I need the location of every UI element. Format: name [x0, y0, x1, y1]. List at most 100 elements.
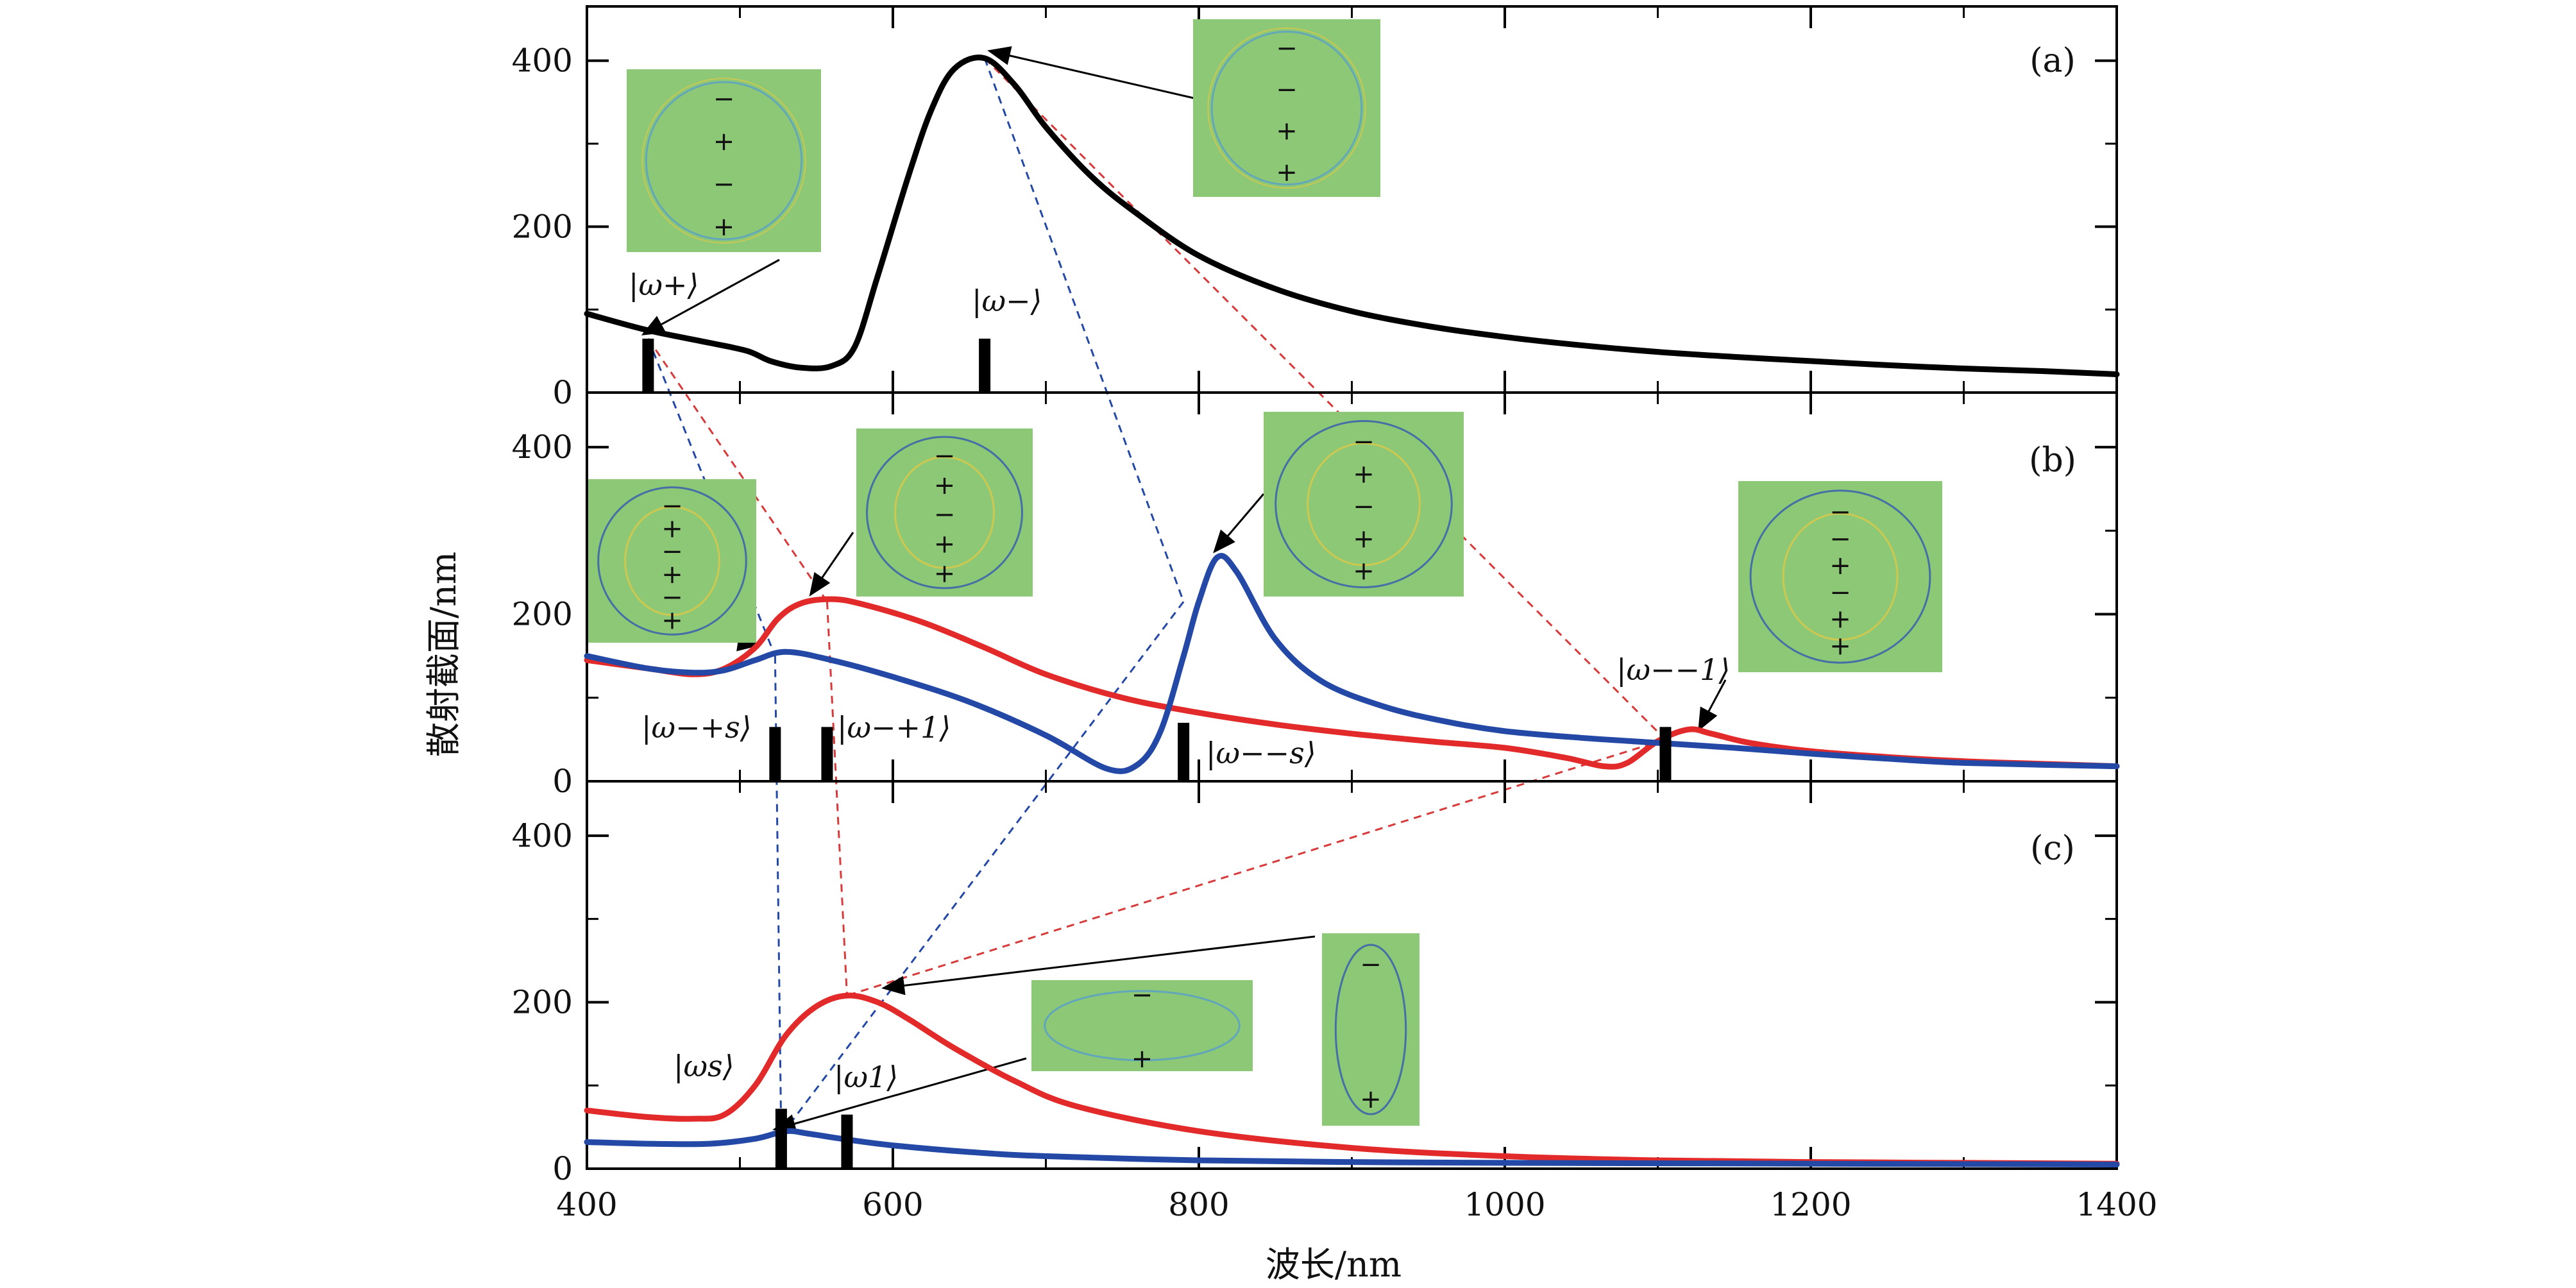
y-tick-label: 400 — [512, 428, 573, 466]
field-ring — [866, 436, 1023, 589]
field-inset: −+−++ — [1264, 412, 1464, 597]
charge-sign: + — [934, 471, 956, 500]
charge-sign: + — [713, 212, 735, 242]
annotations: (a) (b) (c) |ω+⟩ |ω−⟩ |ω−+s⟩ |ω−+1⟩ |ω−−s⟩ |ω−−1… — [629, 42, 2076, 1094]
y-axis-title: 散射截面/nm — [423, 552, 464, 757]
charge-sign: − — [1276, 33, 1298, 63]
state-label: |ωs⟩ — [674, 1049, 734, 1083]
charge-sign: − — [1829, 578, 1851, 607]
charge-sign: + — [934, 559, 956, 588]
black-series-line — [584, 55, 2120, 377]
inset-background — [1193, 19, 1380, 197]
state-bars — [642, 338, 1672, 1169]
callout-arrow — [772, 1057, 1027, 1133]
field-ring — [1749, 489, 1931, 664]
state-bar — [979, 338, 991, 393]
charge-sign: + — [1276, 117, 1298, 146]
state-label: |ω−−1⟩ — [1616, 652, 1730, 687]
state-bar — [841, 1114, 853, 1169]
charge-sign: + — [1353, 557, 1375, 586]
field-ring — [1334, 944, 1407, 1115]
state-bar — [1659, 727, 1672, 781]
state-bar — [642, 338, 654, 393]
field-ring — [1207, 27, 1366, 189]
charge-sign: + — [661, 560, 683, 589]
y-tick-label: 200 — [512, 596, 573, 633]
y-tick-label: 200 — [512, 208, 573, 245]
x-tick-label: 400 — [556, 1186, 617, 1223]
connector-line — [780, 601, 1185, 1136]
charge-sign: + — [934, 529, 956, 559]
connector-line — [826, 601, 848, 996]
panel-label: (c) — [2030, 829, 2075, 868]
x-tick-label: 600 — [862, 1186, 923, 1223]
charge-sign: + — [713, 127, 735, 157]
red-series-line — [584, 596, 2120, 770]
charge-sign: + — [1276, 158, 1298, 187]
y-tick-label: 0 — [552, 763, 573, 800]
panel-label: (b) — [2029, 441, 2076, 480]
field-ring — [1044, 990, 1241, 1062]
state-label: |ω−+1⟩ — [837, 710, 951, 745]
y-tick-label: 0 — [552, 1150, 573, 1187]
charge-sign: − — [661, 491, 683, 521]
charge-sign: + — [1829, 551, 1851, 580]
callout-arrow — [1698, 679, 1727, 732]
state-label: |ω+⟩ — [629, 267, 699, 302]
field-ring — [1210, 30, 1363, 186]
field-inset: −+−+−+ — [588, 479, 756, 643]
charge-sign: − — [713, 85, 735, 114]
charge-sign: − — [661, 537, 683, 566]
callout-arrow — [881, 935, 1316, 996]
x-tick-label: 1000 — [1464, 1186, 1545, 1223]
inset-background — [1322, 933, 1419, 1126]
charge-sign: + — [1829, 631, 1851, 661]
field-inset: − − + + — [1193, 19, 1380, 197]
y-tick-label: 0 — [552, 374, 573, 411]
field-inset: −+−++ — [856, 428, 1033, 597]
charge-sign: − — [1353, 492, 1375, 521]
blue-series-line — [584, 553, 2120, 774]
connector-line — [847, 738, 1666, 997]
y-tick-label: 400 — [512, 42, 573, 80]
charge-sign: − — [934, 500, 956, 530]
charge-sign: − — [1829, 498, 1851, 527]
state-bar — [1178, 722, 1190, 781]
field-insets: −+−+−−++−+−+−+−+−++−+−++−−+−++−+−+ — [588, 19, 1942, 1126]
field-ring — [597, 486, 747, 636]
charge-sign: + — [1360, 1085, 1382, 1114]
x-axis-title: 波长/nm — [1266, 1244, 1402, 1285]
charge-sign: + — [1353, 524, 1375, 554]
callout-arrow — [987, 46, 1200, 101]
state-label: |ω1⟩ — [834, 1060, 898, 1094]
charge-sign: + — [1131, 1044, 1153, 1074]
x-tick-label: 1400 — [2076, 1186, 2157, 1223]
y-tick-label: 400 — [512, 817, 573, 854]
blue-series-line — [584, 1128, 2120, 1167]
connector-line — [983, 58, 1185, 602]
field-inset: − + − + — [627, 69, 821, 252]
charge-sign: − — [1360, 950, 1382, 979]
field-ring — [624, 505, 720, 616]
state-bar — [775, 1108, 787, 1169]
field-ring — [645, 81, 803, 241]
inset-background — [1031, 980, 1253, 1071]
charge-sign: + — [661, 606, 683, 635]
x-tick-label: 800 — [1168, 1186, 1229, 1223]
panel-label: (a) — [2029, 42, 2076, 80]
charge-sign: − — [1829, 524, 1851, 554]
callout-arrow — [641, 258, 780, 335]
charge-sign: − — [713, 170, 735, 199]
charge-sign: − — [1276, 75, 1298, 105]
charge-sign: − — [934, 441, 956, 471]
charge-sign: − — [1131, 981, 1153, 1010]
field-inset: −−+−++ — [1738, 481, 1942, 672]
field-ring — [1275, 419, 1453, 589]
charge-sign: + — [661, 514, 683, 544]
y-tick-label: 200 — [512, 983, 573, 1021]
callout-arrow — [809, 532, 854, 597]
charge-sign: − — [661, 583, 683, 613]
x-tick-label: 1200 — [1770, 1186, 1851, 1223]
